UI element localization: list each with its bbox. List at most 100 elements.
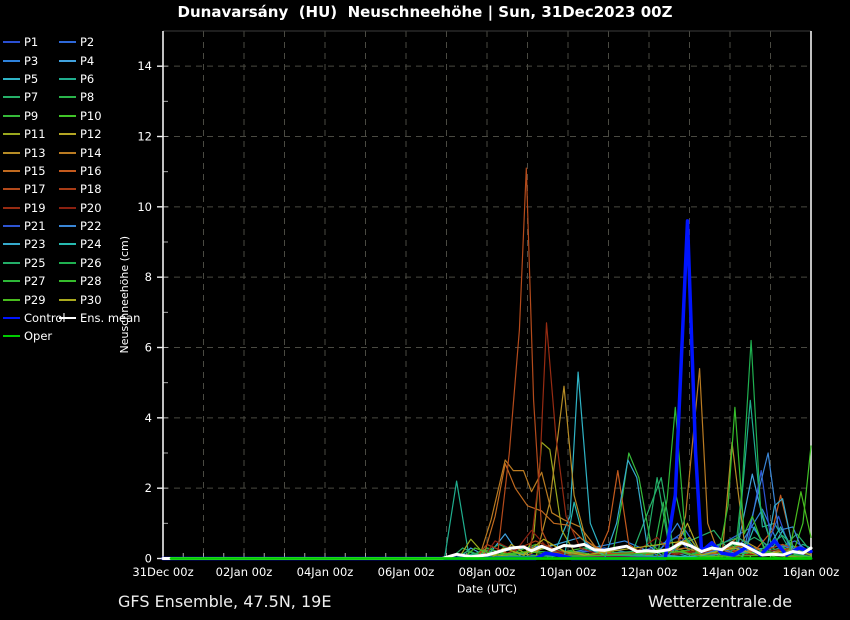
model-info-label: GFS Ensemble, 47.5N, 19E — [118, 592, 332, 611]
legend-swatch — [59, 188, 76, 191]
series-p23 — [162, 459, 812, 560]
legend-item-p25: P25 — [3, 254, 57, 272]
x-tick-label: 02Jan 00z — [216, 565, 273, 579]
legend-swatch — [59, 261, 76, 264]
legend-swatch — [59, 151, 76, 154]
legend-label: P8 — [80, 90, 95, 105]
legend-swatch — [59, 77, 76, 80]
legend-swatch — [59, 133, 76, 136]
legend-swatch — [3, 335, 20, 338]
legend-swatch — [59, 280, 76, 283]
legend-swatch — [59, 206, 76, 209]
legend-label: P16 — [80, 163, 102, 178]
legend-item-p7: P7 — [3, 88, 57, 106]
legend-label: P24 — [80, 237, 102, 252]
legend-item-p22: P22 — [59, 217, 140, 235]
legend: P1 P2 P3 P4 P5 P6 P7 P8 P9 P10 P11 P12 P13 P14 P15 P16 P… — [3, 33, 140, 346]
legend-label: P9 — [24, 108, 39, 123]
legend-swatch — [3, 96, 20, 99]
axis-ticks — [157, 65, 792, 560]
legend-label: Ens. mean — [80, 311, 141, 326]
legend-label: P17 — [24, 182, 46, 197]
legend-item-p14: P14 — [59, 143, 140, 161]
legend-label: P14 — [80, 145, 102, 160]
legend-swatch — [59, 114, 76, 117]
legend-item-p12: P12 — [59, 125, 140, 143]
legend-swatch — [59, 96, 76, 99]
legend-item-p16: P16 — [59, 162, 140, 180]
legend-item-p5: P5 — [3, 70, 57, 88]
y-tick-label: 6 — [145, 341, 152, 355]
legend-swatch — [3, 133, 20, 136]
legend-item-p15: P15 — [3, 162, 57, 180]
x-tick-label: 14Jan 00z — [702, 565, 759, 579]
y-tick-label: 10 — [137, 200, 152, 214]
legend-label: P1 — [24, 35, 39, 50]
legend-swatch — [3, 225, 20, 228]
axis-labels: 0 2 4 6 8 10 12 14 31Dec 00z 02Jan 00z 04Jan 00z 06… — [118, 59, 839, 595]
legend-swatch — [3, 169, 20, 172]
x-tick-label: 16Jan 00z — [783, 565, 840, 579]
legend-item-control: Control — [3, 309, 66, 327]
legend-item-p21: P21 — [3, 217, 57, 235]
series-ens-mean — [161, 541, 813, 560]
legend-swatch — [59, 225, 76, 228]
legend-label: P22 — [80, 219, 102, 234]
legend-label: Control — [24, 311, 66, 326]
gridlines — [163, 31, 811, 559]
legend-swatch — [59, 243, 76, 246]
legend-swatch — [59, 59, 76, 62]
legend-label: P3 — [24, 53, 39, 68]
legend-label: P21 — [24, 219, 46, 234]
y-tick-label: 2 — [145, 481, 152, 495]
legend-item-p18: P18 — [59, 180, 140, 198]
legend-label: P28 — [80, 274, 102, 289]
legend-label: P30 — [80, 292, 102, 307]
legend-swatch — [3, 298, 20, 301]
legend-swatch — [59, 298, 76, 301]
series-lines — [161, 167, 813, 561]
y-tick-label: 12 — [137, 130, 152, 144]
legend-item-p3: P3 — [3, 51, 57, 69]
legend-item-p2: P2 — [59, 33, 140, 51]
y-tick-label: 0 — [145, 552, 152, 566]
legend-label: P6 — [80, 71, 95, 86]
legend-label: P29 — [24, 292, 46, 307]
legend-item-p20: P20 — [59, 199, 140, 217]
legend-label: P20 — [80, 200, 102, 215]
legend-swatch — [3, 261, 20, 264]
legend-item-p17: P17 — [3, 180, 57, 198]
x-tick-label: 08Jan 00z — [459, 565, 516, 579]
x-axis-title: Date (UTC) — [457, 583, 517, 596]
legend-item-p11: P11 — [3, 125, 57, 143]
legend-item-p6: P6 — [59, 70, 140, 88]
legend-label: P26 — [80, 255, 102, 270]
legend-item-p24: P24 — [59, 235, 140, 253]
legend-item-oper: Oper — [3, 327, 57, 345]
legend-label: P12 — [80, 127, 102, 142]
legend-swatch — [3, 151, 20, 154]
series-p11 — [162, 441, 812, 560]
legend-swatch — [3, 206, 20, 209]
legend-label: P19 — [24, 200, 46, 215]
legend-swatch — [3, 280, 20, 283]
legend-item-p13: P13 — [3, 143, 57, 161]
y-tick-label: 4 — [145, 411, 152, 425]
chart-title: Dunavarsány (HU) Neuschneehöhe | Sun, 31… — [177, 3, 673, 21]
legend-label: P13 — [24, 145, 46, 160]
legend-item-p23: P23 — [3, 235, 57, 253]
legend-swatch — [3, 41, 20, 44]
legend-item-ens-mean: Ens. mean — [59, 309, 140, 327]
legend-swatch — [59, 41, 76, 44]
legend-item-p8: P8 — [59, 88, 140, 106]
legend-swatch — [3, 188, 20, 191]
legend-label: Oper — [24, 329, 53, 344]
legend-label: P25 — [24, 255, 46, 270]
legend-label: P23 — [24, 237, 46, 252]
x-tick-label: 10Jan 00z — [540, 565, 597, 579]
y-axis-title: Neuschneehöhe (cm) — [118, 236, 131, 354]
legend-label: P27 — [24, 274, 46, 289]
legend-item-p26: P26 — [59, 254, 140, 272]
legend-item-p27: P27 — [3, 272, 57, 290]
